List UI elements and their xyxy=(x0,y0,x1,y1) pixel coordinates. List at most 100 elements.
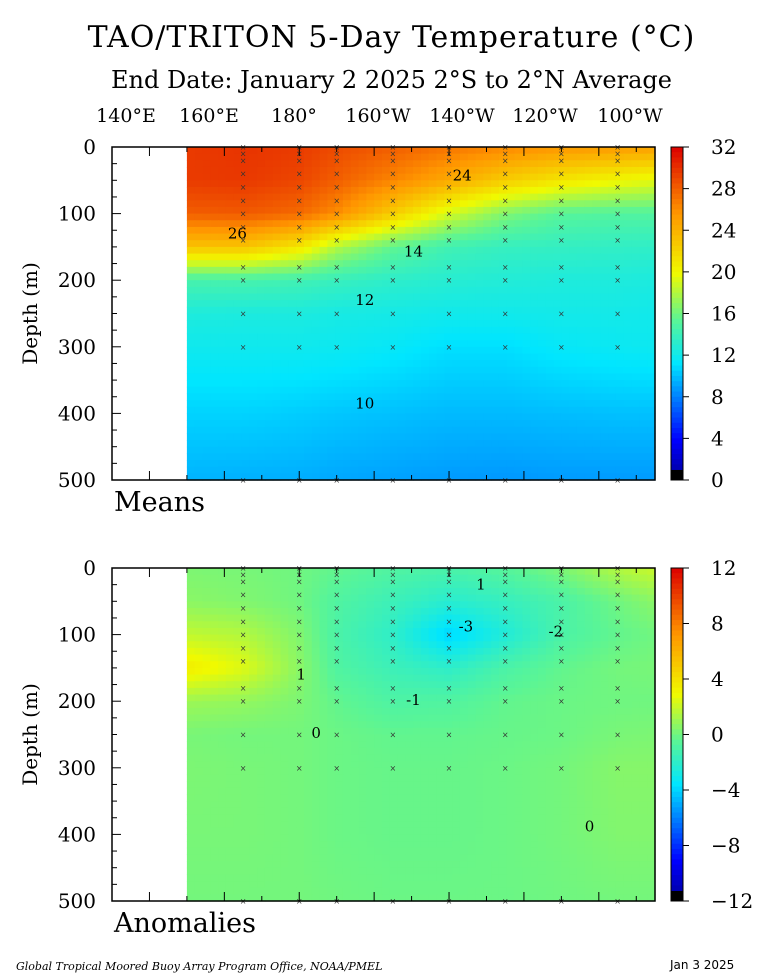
heatmap-cell xyxy=(218,353,227,361)
heatmap-cell xyxy=(428,166,438,175)
heatmap-cell xyxy=(288,433,297,441)
heatmap-cell xyxy=(584,166,594,175)
heatmap-cell xyxy=(530,220,539,228)
heatmap-cell xyxy=(506,701,516,709)
heatmap-cell xyxy=(311,293,321,301)
heatmap-cell xyxy=(537,634,547,642)
heatmap-cell xyxy=(397,707,406,716)
heatmap-cell xyxy=(241,333,250,341)
heatmap-cell xyxy=(233,220,243,228)
heatmap-cell xyxy=(389,240,399,248)
heatmap-cell xyxy=(210,433,219,441)
heatmap-cell xyxy=(491,574,500,582)
heatmap-cell xyxy=(584,393,594,401)
heatmap-cell xyxy=(335,226,344,235)
heatmap-cell xyxy=(647,180,656,188)
heatmap-cell xyxy=(327,400,336,408)
heatmap-cell xyxy=(623,313,633,321)
heatmap-cell xyxy=(374,687,383,696)
heatmap-cell xyxy=(569,460,578,468)
heatmap-cell xyxy=(561,246,570,255)
heatmap-cell xyxy=(288,180,297,188)
heatmap-cell xyxy=(311,233,321,241)
heatmap-cell xyxy=(530,426,539,434)
heatmap-cell xyxy=(569,286,578,295)
heatmap-cell xyxy=(225,160,235,168)
heatmap-cell xyxy=(405,466,414,474)
heatmap-cell xyxy=(405,654,414,662)
heatmap-cell xyxy=(186,581,196,589)
heatmap-cell xyxy=(288,634,297,642)
heatmap-cell xyxy=(537,160,547,168)
heatmap-cell xyxy=(530,380,539,388)
heatmap-cell xyxy=(452,420,461,428)
heatmap-cell xyxy=(397,180,406,188)
heatmap-cell xyxy=(506,614,516,622)
heatmap-cell xyxy=(194,721,204,729)
heatmap-cell xyxy=(514,260,523,268)
heatmap-cell xyxy=(389,647,399,656)
heatmap-cell xyxy=(413,681,422,689)
heatmap-cell xyxy=(428,587,438,596)
heatmap-cell xyxy=(491,727,500,736)
heatmap-cell xyxy=(420,440,430,448)
heatmap-cell xyxy=(545,273,555,281)
heatmap-cell xyxy=(272,353,282,361)
heatmap-cell xyxy=(358,206,367,215)
heatmap-cell xyxy=(194,727,204,736)
heatmap-cell xyxy=(288,186,297,195)
heatmap-cell xyxy=(342,607,352,616)
heatmap-cell xyxy=(553,747,562,756)
heatmap-cell xyxy=(264,413,274,421)
heatmap-cell xyxy=(522,413,531,421)
heatmap-cell xyxy=(257,727,266,736)
heatmap-cell xyxy=(600,246,609,255)
heatmap-cell xyxy=(530,607,539,616)
heatmap-cell xyxy=(428,581,438,589)
heatmap-cell xyxy=(514,581,523,589)
heatmap-cell xyxy=(218,166,227,175)
heatmap-cell xyxy=(272,568,282,576)
heatmap-cell xyxy=(311,440,321,448)
heatmap-cell xyxy=(319,647,328,656)
heatmap-cell xyxy=(631,614,640,622)
heatmap-cell xyxy=(413,206,422,215)
heatmap-cell xyxy=(225,226,235,235)
heatmap-cell xyxy=(623,200,633,208)
heatmap-cell xyxy=(530,440,539,448)
heatmap-cell xyxy=(467,453,477,461)
mooring-marker: × xyxy=(296,156,303,165)
heatmap-cell xyxy=(506,714,516,722)
heatmap-cell xyxy=(444,734,453,742)
heatmap-cell xyxy=(296,173,305,181)
heatmap-cell xyxy=(319,707,328,716)
heatmap-cell xyxy=(491,320,500,328)
heatmap-cell xyxy=(303,160,313,168)
heatmap-cell xyxy=(491,400,500,408)
heatmap-cell xyxy=(272,601,282,609)
heatmap-cell xyxy=(553,200,562,208)
heatmap-cell xyxy=(569,581,578,589)
heatmap-cell xyxy=(288,346,297,355)
heatmap-cell xyxy=(319,621,328,629)
heatmap-cell xyxy=(452,714,461,722)
heatmap-cell xyxy=(241,601,250,609)
heatmap-cell xyxy=(584,634,594,642)
heatmap-cell xyxy=(475,621,484,629)
heatmap-cell xyxy=(467,160,477,168)
heatmap-cell xyxy=(506,667,516,676)
heatmap-cell xyxy=(483,286,492,295)
heatmap-cell xyxy=(475,433,484,441)
heatmap-cell xyxy=(491,747,500,756)
heatmap-cell xyxy=(428,206,438,215)
heatmap-cell xyxy=(631,293,640,301)
heatmap-cell xyxy=(475,707,484,716)
heatmap-cell xyxy=(514,253,523,261)
heatmap-cell xyxy=(592,568,601,576)
heatmap-cell xyxy=(608,147,617,155)
heatmap-cell xyxy=(639,594,648,602)
heatmap-cell xyxy=(467,186,477,195)
heatmap-cell xyxy=(397,621,406,629)
heatmap-cell xyxy=(202,340,211,348)
heatmap-cell xyxy=(210,273,219,281)
